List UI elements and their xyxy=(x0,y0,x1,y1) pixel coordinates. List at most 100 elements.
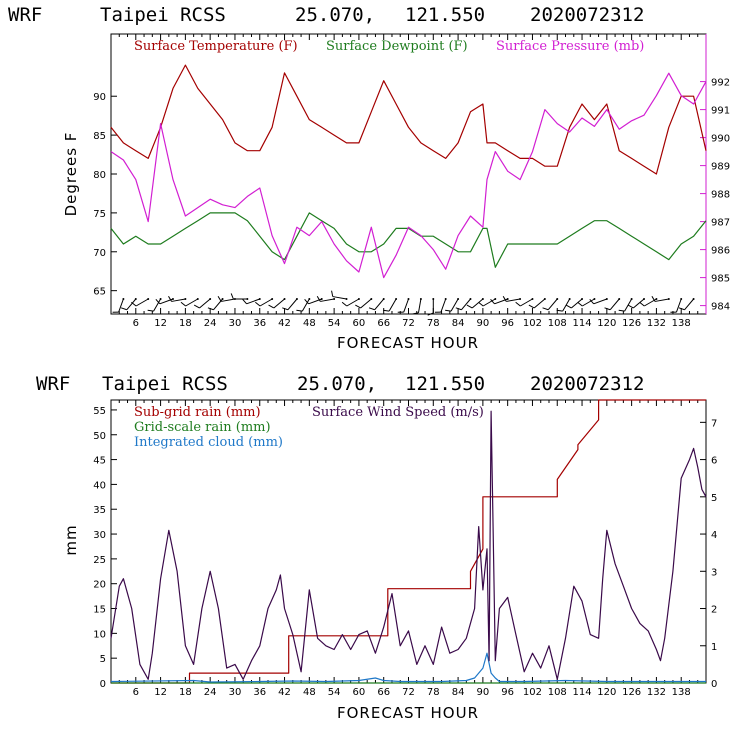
y2-tick-label: 987 xyxy=(711,218,730,229)
wind-barb xyxy=(296,298,311,312)
y2-tick-label: 1 xyxy=(711,642,717,653)
y-tick-label: 20 xyxy=(93,580,106,591)
init-time-label: 2020072312 xyxy=(530,373,644,395)
wind-barb xyxy=(478,298,497,307)
x-tick-label: 72 xyxy=(402,687,415,698)
wind-barb xyxy=(427,298,435,316)
x-tick-label: 24 xyxy=(204,687,217,698)
wind-barb xyxy=(412,298,422,315)
x-tick-label: 138 xyxy=(672,687,691,698)
x-tick-label: 60 xyxy=(353,318,366,329)
x-tick-label: 78 xyxy=(427,687,440,698)
x-tick-label: 66 xyxy=(377,687,390,698)
wind-barb xyxy=(577,298,596,307)
y2-tick-label: 7 xyxy=(711,418,717,429)
y-tick-label: 90 xyxy=(93,92,106,103)
wind-barb xyxy=(565,298,584,309)
x-tick-label: 30 xyxy=(229,687,242,698)
y2-tick-label: 989 xyxy=(711,162,730,173)
x-tick-label: 12 xyxy=(154,318,167,329)
lon-label: 121.550 xyxy=(405,373,485,395)
y-tick-label: 25 xyxy=(93,555,106,566)
wind-barb xyxy=(466,298,484,309)
x-tick-label: 24 xyxy=(204,318,217,329)
series-line-pressure xyxy=(110,72,707,279)
y-tick-label: 65 xyxy=(93,287,106,298)
y2-tick-label: 3 xyxy=(711,567,717,578)
wind-barb xyxy=(112,298,125,313)
x-tick-label: 96 xyxy=(501,318,514,329)
lat-label: 25.070, xyxy=(295,4,375,26)
wind-barb xyxy=(604,298,621,311)
y-tick-label: 45 xyxy=(93,456,106,467)
panel1-frame xyxy=(110,33,707,315)
legend-subgrid-rain: Sub-grid rain (mm) xyxy=(134,405,261,420)
y2-tick-label: 991 xyxy=(711,106,730,117)
x-tick-label: 132 xyxy=(647,318,666,329)
wind-barb xyxy=(515,298,534,307)
x-tick-label: 48 xyxy=(303,687,316,698)
x-tick-label: 12 xyxy=(154,687,167,698)
model-label: WRF xyxy=(8,4,42,26)
station-label: Taipei RCSS xyxy=(102,373,228,395)
wind-barb xyxy=(193,298,212,309)
wind-barbs xyxy=(112,290,695,316)
y-tick-label: 55 xyxy=(93,406,106,417)
wind-barb xyxy=(282,298,298,311)
wind-barb xyxy=(147,298,162,312)
y2-tick-label: 990 xyxy=(711,134,730,145)
wind-barb xyxy=(268,298,286,309)
y2-tick-label: 986 xyxy=(711,246,730,257)
x-tick-label: 66 xyxy=(377,318,390,329)
y-tick-label: 15 xyxy=(93,605,106,616)
wind-barb xyxy=(618,298,633,312)
y-tick-label: 0 xyxy=(100,679,106,690)
panel2-x-axis-title: FORECAST HOUR xyxy=(337,704,479,722)
y2-tick-label: 6 xyxy=(711,456,717,467)
legend-dewpoint: Surface Dewpoint (F) xyxy=(326,39,468,54)
wind-barb xyxy=(502,296,522,302)
x-tick-label: 126 xyxy=(622,318,641,329)
wind-barb xyxy=(445,298,460,312)
x-tick-label: 102 xyxy=(523,687,542,698)
y2-tick-label: 985 xyxy=(711,274,730,285)
x-tick-label: 30 xyxy=(229,318,242,329)
x-tick-label: 36 xyxy=(253,687,266,698)
y-tick-label: 75 xyxy=(93,209,106,220)
legend-temperature: Surface Temperature (F) xyxy=(134,39,298,54)
wind-barb xyxy=(542,298,559,311)
x-tick-label: 138 xyxy=(672,318,691,329)
y-tick-label: 80 xyxy=(93,170,106,181)
wind-barb xyxy=(230,293,249,300)
y-tick-label: 70 xyxy=(93,248,106,259)
x-tick-label: 18 xyxy=(179,687,192,698)
model-label: WRF xyxy=(36,373,70,395)
y2-tick-label: 2 xyxy=(711,605,717,616)
wind-barb xyxy=(316,296,336,302)
x-tick-label: 6 xyxy=(133,318,139,329)
y-tick-label: 30 xyxy=(93,530,106,541)
legend-wind-speed: Surface Wind Speed (m/s) xyxy=(312,405,484,420)
wind-barb xyxy=(678,298,695,311)
wind-barb xyxy=(670,298,683,313)
x-tick-label: 6 xyxy=(133,687,139,698)
wind-barb xyxy=(397,298,410,313)
y-tick-label: 85 xyxy=(93,131,106,142)
series-line-dewpoint xyxy=(110,212,707,268)
x-tick-label: 120 xyxy=(597,318,616,329)
y2-tick-label: 992 xyxy=(711,78,730,89)
y2-tick-label: 984 xyxy=(711,302,730,313)
wind-barb xyxy=(180,298,199,307)
x-tick-label: 108 xyxy=(548,318,567,329)
x-tick-label: 90 xyxy=(477,687,490,698)
series-line-wind-speed xyxy=(110,410,707,680)
lat-label: 25.070, xyxy=(297,373,377,395)
panel1-x-axis-title: FORECAST HOUR xyxy=(337,334,479,352)
x-tick-label: 96 xyxy=(501,687,514,698)
x-tick-label: 42 xyxy=(278,687,291,698)
y-tick-label: 10 xyxy=(93,629,106,640)
x-tick-label: 72 xyxy=(402,318,415,329)
y-tick-label: 5 xyxy=(100,654,106,665)
init-time-label: 2020072312 xyxy=(530,4,644,26)
